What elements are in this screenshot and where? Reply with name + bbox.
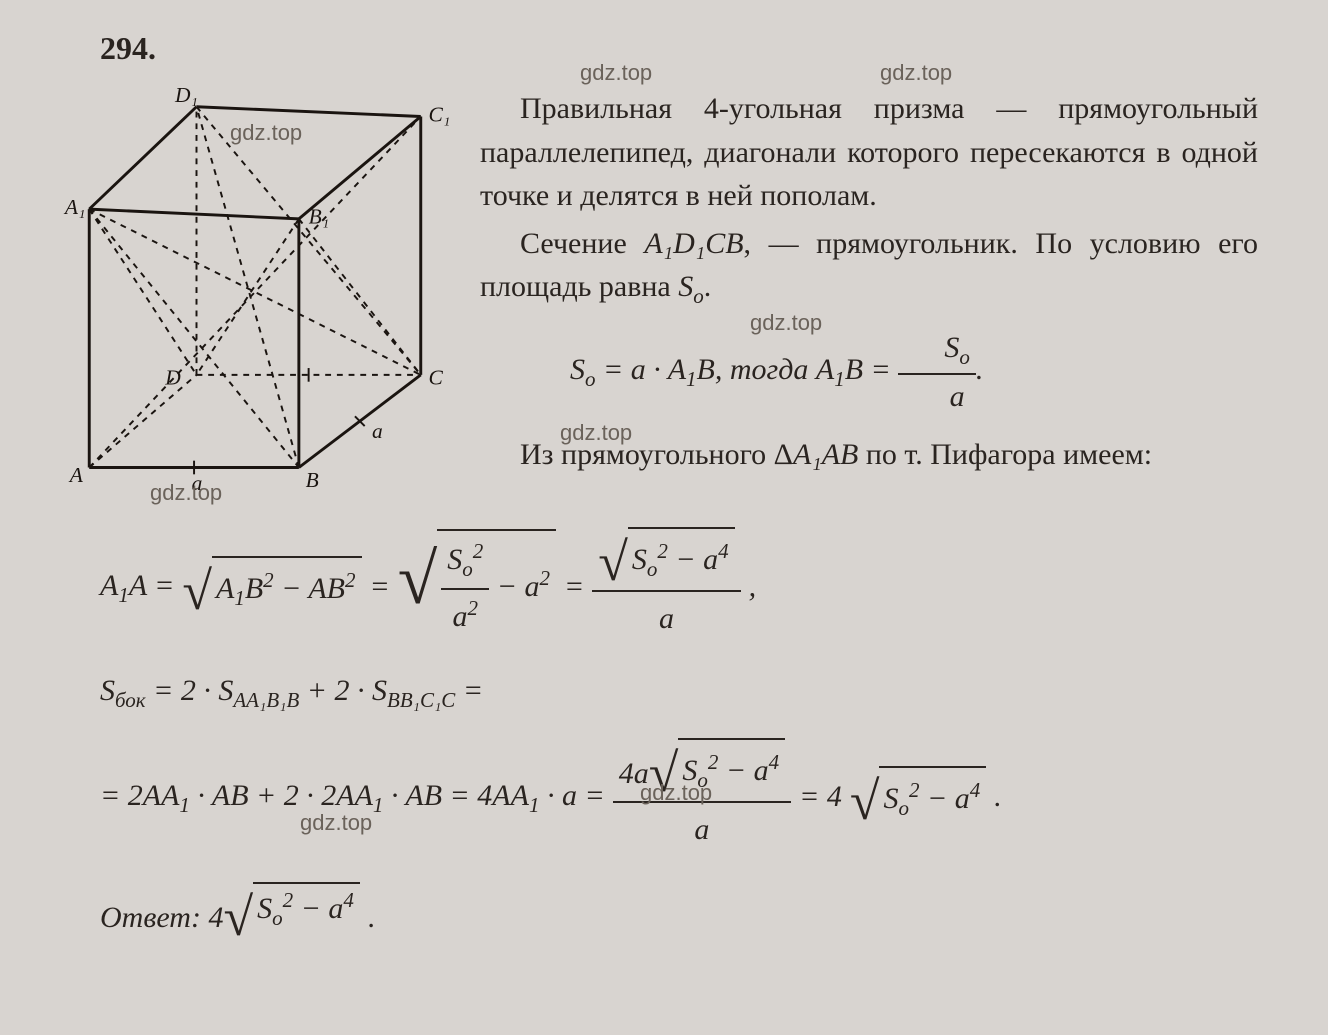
page-content: 294. A B C D A₁ B₁ C₁ D₁ a a Правильная 4-угольна…	[0, 0, 1328, 966]
p2-formula: A₁D₁CB	[644, 227, 743, 260]
f1-frac: Soa	[898, 326, 976, 418]
content-row: A B C D A₁ B₁ C₁ D₁ a a Правильная 4-угольная при…	[60, 77, 1258, 507]
p3-prefix: Из прямоугольного Δ	[520, 438, 793, 471]
svg-text:C₁: C₁	[429, 102, 450, 126]
formula-a1a: A1A = √A1B2 − AB2 = √So2a2 − a2 = √So2 −…	[100, 527, 1258, 646]
f1-eq: = a · A	[596, 353, 687, 386]
paragraph-2: Сечение A₁D₁CB, — прямоугольник. По усло…	[480, 222, 1258, 312]
f1-mid: B, тогда A	[697, 353, 835, 386]
f1-sub: o	[585, 367, 596, 391]
svg-text:D₁: D₁	[174, 83, 198, 107]
formula-so: So = a · A1B, тогда A1B = Soa.	[530, 326, 1258, 418]
paragraph-1: Правильная 4-угольная призма — прямоугол…	[480, 87, 1258, 218]
prism-diagram: A B C D A₁ B₁ C₁ D₁ a a	[60, 77, 450, 507]
formula-sbok: Sбок = 2 · SAA₁B₁B + 2 · SBB₁C₁C =	[100, 664, 1258, 720]
p2-period: .	[704, 270, 712, 303]
answer-label: Ответ:	[100, 901, 208, 934]
answer-period: .	[360, 901, 375, 934]
svg-text:B₁: B₁	[309, 205, 330, 229]
diagram-svg: A B C D A₁ B₁ C₁ D₁ a a	[60, 77, 450, 507]
svg-text:D: D	[164, 366, 181, 390]
p2-sub: o	[693, 284, 704, 308]
svg-text:a: a	[192, 471, 203, 495]
p3-suffix: по т. Пифагора имеем:	[858, 438, 1152, 471]
f1-s2: 1	[834, 367, 845, 391]
paragraph-3: Из прямоугольного ΔA₁AB по т. Пифагора и…	[480, 433, 1258, 477]
f1-mid2: B =	[845, 353, 899, 386]
answer: Ответ: 4√So2 − a4 .	[100, 882, 1258, 936]
answer-pre: 4	[208, 901, 223, 934]
p3-formula: A₁AB	[793, 438, 858, 471]
p2-prefix: Сечение	[520, 227, 644, 260]
formula-expand: = 2AA1 · AB + 2 · 2AA1 · AB = 4AA1 · a =…	[100, 738, 1258, 857]
answer-sqrt: √So2 − a4	[223, 882, 359, 936]
f1-s1: 1	[686, 367, 697, 391]
lower-formulas: A1A = √A1B2 − AB2 = √So2a2 − a2 = √So2 −…	[60, 527, 1258, 857]
f1-end: .	[976, 353, 984, 386]
solution-text: Правильная 4-угольная призма — прямоугол…	[480, 77, 1258, 507]
p2-s: S	[678, 270, 693, 303]
svg-text:A₁: A₁	[63, 195, 86, 219]
problem-number: 294.	[100, 30, 1258, 67]
svg-text:C: C	[429, 366, 444, 390]
f1-s: S	[570, 353, 585, 386]
svg-text:A: A	[68, 463, 84, 487]
svg-text:B: B	[306, 468, 319, 492]
svg-text:a: a	[372, 419, 383, 443]
